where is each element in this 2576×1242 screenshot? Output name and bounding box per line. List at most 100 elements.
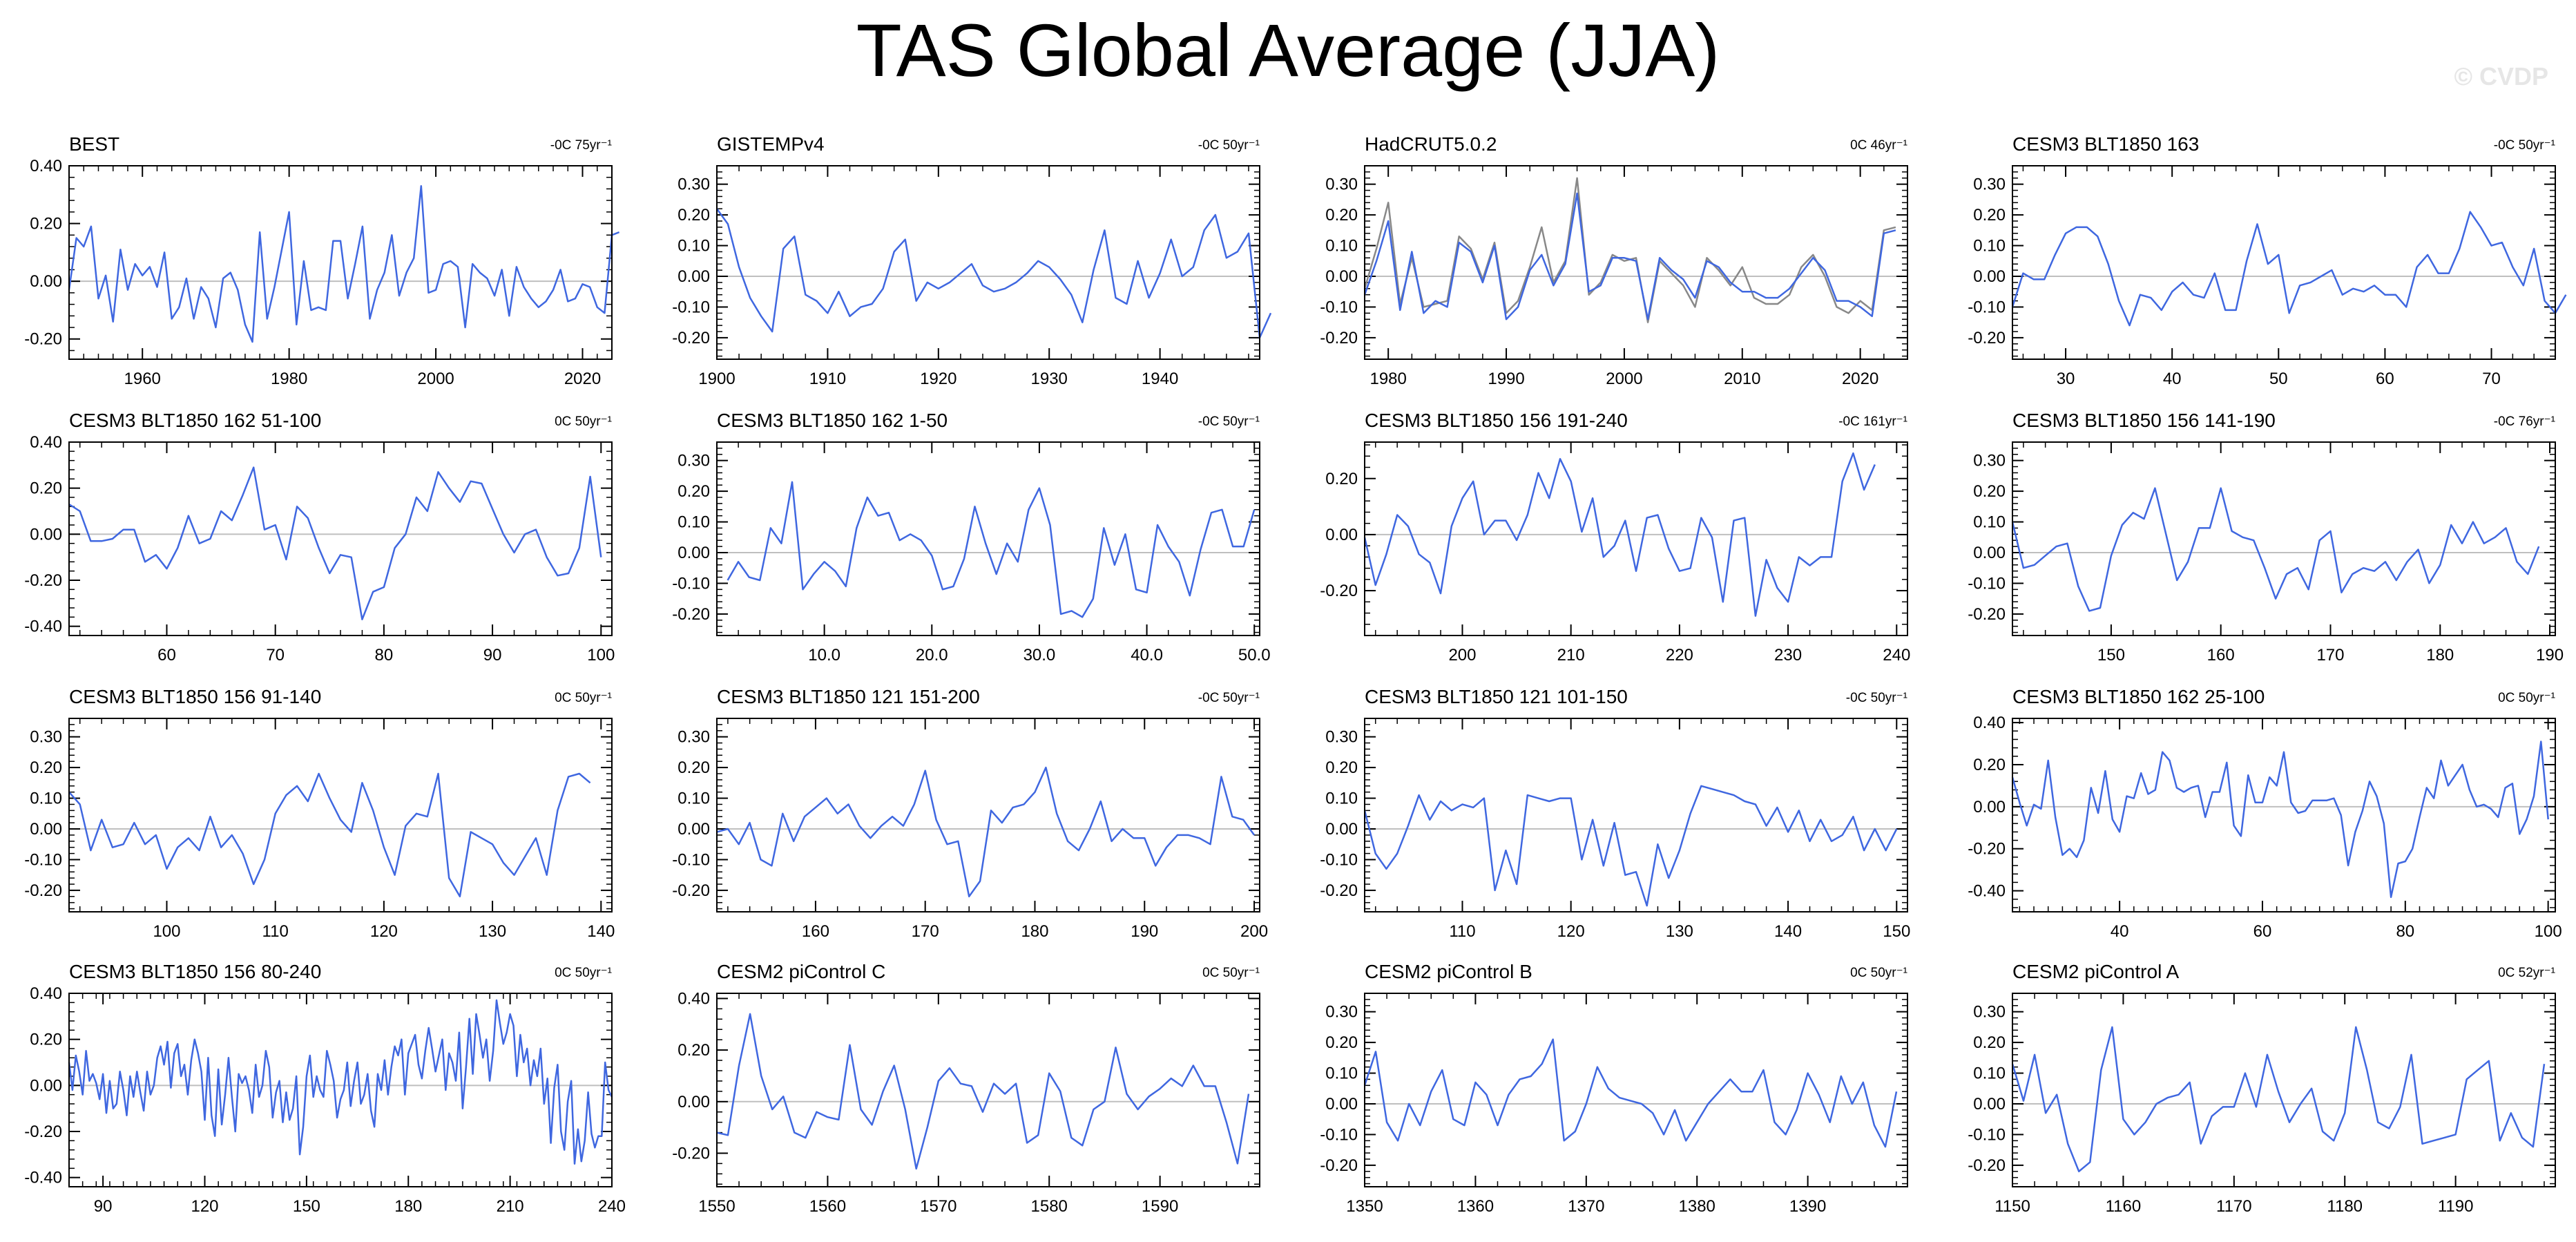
y-tick-label: 0.20	[677, 1041, 710, 1060]
x-tick-label: 80	[375, 646, 394, 665]
x-tick-label: 120	[370, 922, 398, 941]
trend-label: 0C 50yr⁻¹	[2498, 691, 2555, 705]
x-tick-label: 110	[1449, 922, 1475, 941]
x-tick-label: 1980	[271, 370, 307, 388]
y-tick-label: -0.20	[1968, 840, 2006, 859]
y-tick-label: 0.40	[1973, 714, 2006, 732]
y-tick-label: -0.20	[672, 329, 710, 347]
x-tick-label: 2000	[417, 370, 454, 388]
trend-label: 0C 50yr⁻¹	[555, 966, 612, 980]
y-tick-label: 0.30	[30, 728, 62, 747]
y-tick-label: -0.20	[1320, 1156, 1358, 1175]
x-tick-label: 50	[2269, 370, 2288, 388]
panel-title: HadCRUT5.0.2	[1365, 133, 1497, 155]
x-tick-label: 1900	[698, 370, 735, 388]
plot-frame	[68, 165, 613, 360]
y-tick-label: -0.20	[1320, 881, 1358, 900]
y-tick-label: -0.20	[672, 605, 710, 624]
x-tick-label: 20.0	[916, 646, 948, 665]
chart-panel: CESM3 BLT1850 162 25-100 0C 50yr⁻¹ 40 60 80 1…	[1968, 686, 2561, 941]
x-tick-label: 100	[587, 646, 615, 665]
x-tick-label: 150	[1883, 922, 1910, 941]
y-tick-label: 0.00	[1325, 820, 1358, 839]
y-tick-label: -0.10	[672, 298, 710, 316]
y-tick-label: -0.20	[24, 571, 62, 590]
y-tick-label: -0.10	[1968, 298, 2006, 316]
x-tick-label: 240	[1883, 646, 1910, 665]
plot-frame	[68, 993, 613, 1187]
y-tick-label: -0.10	[672, 850, 710, 869]
series-line	[68, 772, 591, 898]
series-line	[1363, 452, 1876, 617]
panel-title: CESM2 piControl B	[1365, 961, 1532, 982]
panel-title: CESM2 piControl C	[717, 961, 885, 982]
x-tick-label: 90	[483, 646, 502, 665]
y-tick-label: -0.10	[24, 850, 62, 869]
y-tick-label: 0.00	[30, 272, 62, 291]
panel-title: CESM3 BLT1850 156 141-190	[2012, 410, 2276, 431]
y-tick-label: 0.20	[30, 1031, 62, 1049]
chart-panel: HadCRUT5.0.2 0C 46yr⁻¹ 1980 1990 2000 2010 202…	[1320, 133, 1908, 388]
y-tick-label: 0.30	[1973, 452, 2006, 470]
y-tick-label: 0.00	[30, 820, 62, 839]
y-tick-label: 0.00	[1973, 1095, 2006, 1114]
y-tick-label: 0.10	[30, 790, 62, 808]
x-tick-label: 220	[1666, 646, 1693, 665]
trend-label: -0C 50yr⁻¹	[1198, 414, 1260, 429]
chart-panel: CESM3 BLT1850 163 -0C 50yr⁻¹ 30 40 50 60 70 -0.…	[1968, 133, 2567, 388]
trend-label: -0C 50yr⁻¹	[2494, 138, 2555, 153]
y-tick-label: -0.10	[672, 574, 710, 593]
x-tick-label: 100	[2535, 922, 2562, 941]
plot-frame	[1364, 993, 1908, 1187]
x-tick-label: 40	[2163, 370, 2182, 388]
plot-frame	[2012, 441, 2556, 636]
series-line	[2011, 1026, 2546, 1173]
x-tick-label: 60	[2376, 370, 2394, 388]
plot-frame	[1364, 718, 1908, 913]
x-tick-label: 50.0	[1238, 646, 1271, 665]
plot-frame	[716, 993, 1260, 1187]
x-tick-label: 180	[1021, 922, 1048, 941]
x-tick-label: 1980	[1369, 370, 1406, 388]
y-tick-label: 0.20	[677, 206, 710, 224]
x-tick-label: 1560	[809, 1197, 846, 1216]
y-tick-label: 0.40	[30, 157, 62, 175]
x-tick-label: 230	[1774, 646, 1802, 665]
y-tick-label: 0.00	[677, 544, 710, 562]
series-line	[2011, 211, 2567, 327]
x-tick-label: 60	[2253, 922, 2272, 941]
trend-label: -0C 50yr⁻¹	[1198, 138, 1260, 153]
y-tick-label: -0.10	[1968, 1125, 2006, 1144]
x-tick-label: 40.0	[1131, 646, 1163, 665]
series-line	[68, 185, 620, 343]
y-tick-label: 0.00	[1325, 526, 1358, 544]
x-tick-label: 160	[802, 922, 829, 941]
x-tick-label: 170	[912, 922, 939, 941]
y-tick-label: 0.20	[1325, 206, 1358, 224]
panel-title: CESM3 BLT1850 162 51-100	[69, 410, 321, 431]
x-tick-label: 2000	[1606, 370, 1642, 388]
y-tick-label: 0.20	[677, 758, 710, 777]
panel-title: CESM3 BLT1850 162 25-100	[2012, 686, 2265, 707]
x-tick-label: 80	[2396, 922, 2414, 941]
y-tick-label: 0.40	[30, 984, 62, 1003]
plot-frame	[716, 165, 1260, 360]
y-tick-label: -0.40	[24, 1169, 62, 1187]
x-tick-label: 180	[394, 1197, 422, 1216]
panel-title: CESM3 BLT1850 163	[2012, 133, 2199, 155]
x-tick-label: 160	[2207, 646, 2235, 665]
x-tick-label: 30	[2057, 370, 2075, 388]
x-tick-label: 1550	[698, 1197, 735, 1216]
x-tick-label: 10.0	[808, 646, 840, 665]
y-tick-label: -0.40	[24, 618, 62, 636]
y-tick-label: 0.40	[30, 433, 62, 452]
x-tick-label: 1150	[1995, 1197, 2030, 1216]
y-tick-label: 0.30	[1973, 175, 2006, 194]
x-tick-label: 30.0	[1023, 646, 1056, 665]
y-tick-label: 0.20	[677, 482, 710, 501]
y-tick-label: -0.20	[1320, 582, 1358, 600]
x-tick-label: 90	[94, 1197, 113, 1216]
x-tick-label: 170	[2316, 646, 2344, 665]
x-tick-label: 2010	[1724, 370, 1760, 388]
